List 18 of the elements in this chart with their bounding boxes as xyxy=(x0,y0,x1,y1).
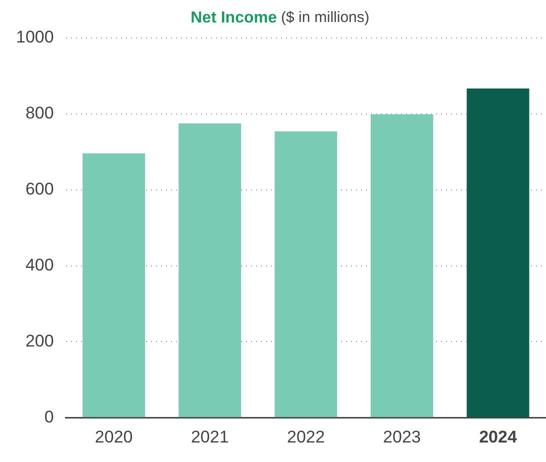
y-tick-label: 0 xyxy=(44,407,54,426)
y-tick-label: 600 xyxy=(25,180,54,199)
bar xyxy=(82,153,146,418)
y-tick-label: 400 xyxy=(25,255,54,274)
bar xyxy=(178,123,242,418)
x-tick-label: 2023 xyxy=(383,427,421,446)
x-tick-label: 2022 xyxy=(286,427,325,446)
x-tick-label: 2021 xyxy=(190,427,229,446)
bar xyxy=(466,88,530,418)
chart-title: Net Income xyxy=(190,9,277,26)
y-tick-label: 1000 xyxy=(16,28,54,47)
y-tick-label: 800 xyxy=(25,104,54,123)
bar xyxy=(370,114,434,418)
x-tick-label: 2020 xyxy=(94,427,133,446)
y-tick-label: 200 xyxy=(25,331,54,350)
bar xyxy=(274,131,338,418)
x-tick-label: 2024 xyxy=(479,427,518,446)
chart-subtitle: ($ in millions) xyxy=(276,9,370,26)
